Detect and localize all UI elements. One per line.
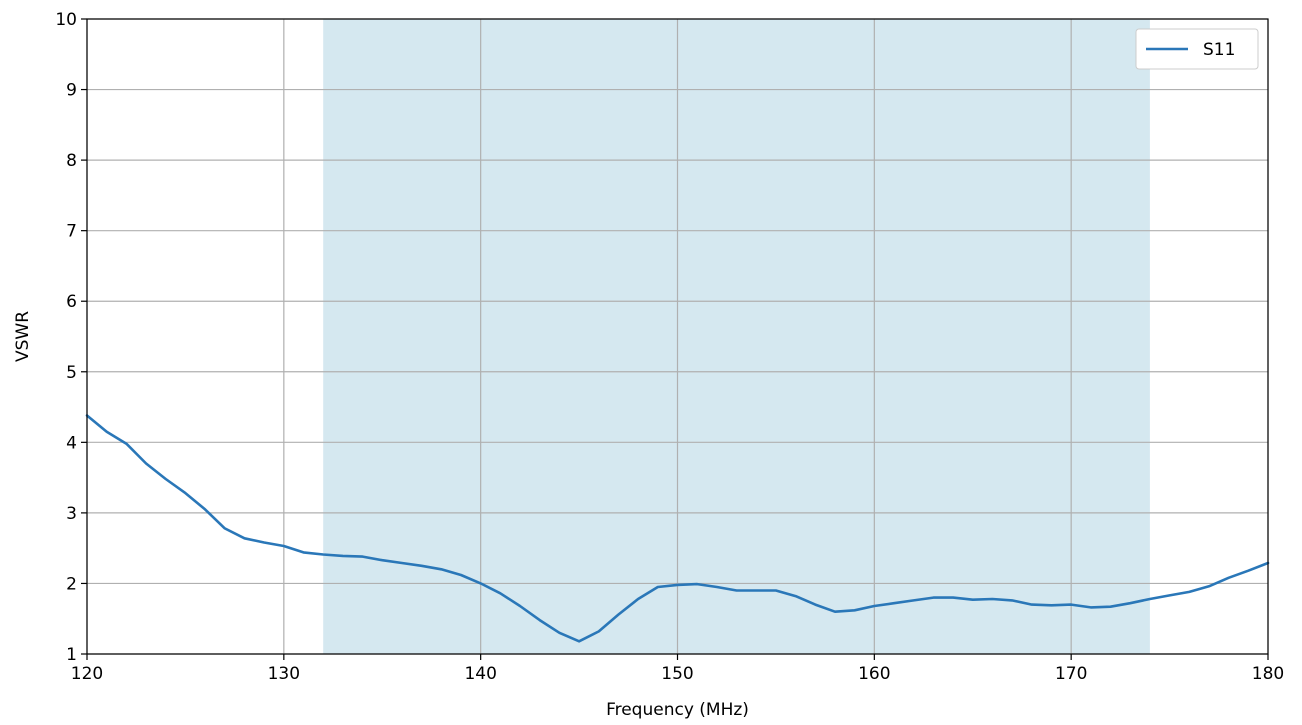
legend-box	[1135, 28, 1259, 70]
series-line-s11	[85, 414, 1270, 643]
legend: S11	[1135, 28, 1259, 70]
x-tick-label: 150	[661, 664, 693, 684]
y-tick-label: 9	[66, 81, 77, 101]
x-tick-label: 170	[1055, 664, 1087, 684]
x-tick-label: 180	[1252, 664, 1284, 684]
y-tick-label: 7	[66, 222, 77, 242]
x-tick-label: 140	[464, 664, 496, 684]
y-tick-label: 2	[66, 574, 77, 594]
tick-layer: 120 130 140 150 160 170 180 1 2 3 4 5 6 7 8 9 10	[55, 10, 1284, 684]
legend-label-s11: S11	[1203, 40, 1235, 60]
y-tick-label: 8	[66, 151, 77, 171]
x-tick-label: 130	[268, 664, 300, 684]
y-tick-label: 5	[66, 363, 77, 383]
shaded-band-layer	[323, 19, 1150, 654]
y-tick-label: 1	[66, 645, 77, 665]
x-tick-label: 120	[71, 664, 103, 684]
y-tick-label: 6	[66, 292, 77, 312]
highlight-band	[323, 19, 1150, 654]
x-axis-label: Frequency (MHz)	[606, 700, 749, 720]
y-tick-label: 3	[66, 504, 77, 524]
y-tick-label: 10	[55, 10, 77, 30]
y-axis-label: VSWR	[13, 311, 33, 362]
x-tick-label: 160	[858, 664, 890, 684]
series-layer	[85, 414, 1270, 643]
y-tick-label: 4	[66, 433, 77, 453]
